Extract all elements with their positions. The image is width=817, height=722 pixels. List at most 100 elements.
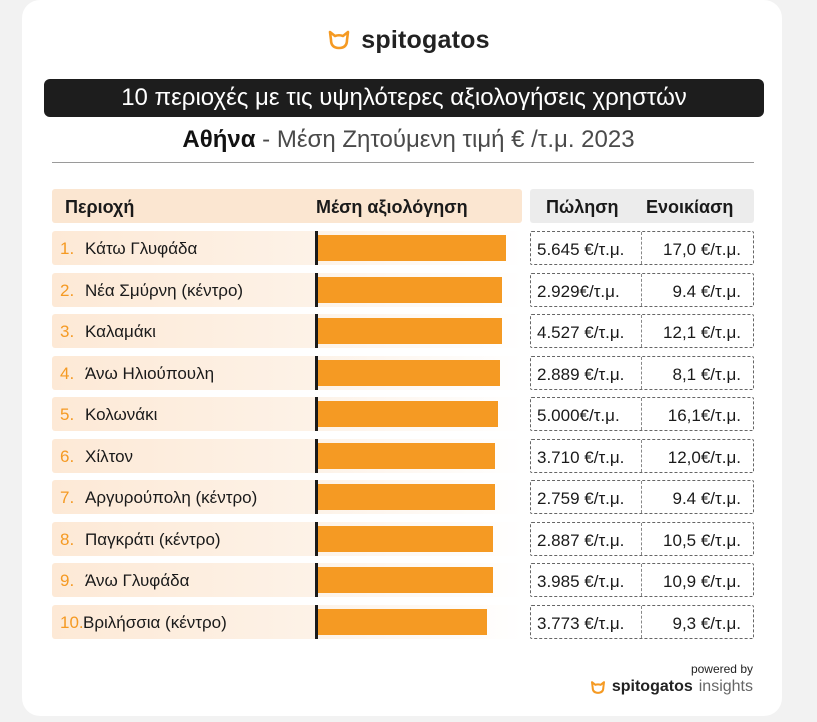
row-area-name: Χίλτον (85, 447, 134, 466)
divider (52, 162, 754, 163)
rating-bar-area (315, 439, 515, 473)
row-area-name: Νέα Σμύρνη (κέντρο) (85, 281, 244, 300)
table-row: 4. Άνω Ηλιούπουλη (52, 356, 522, 390)
row-area-name: Καλαμάκι (85, 322, 156, 341)
bar-axis (315, 314, 318, 348)
footer-brand-insights: insights (698, 678, 753, 695)
sale-price: 3.710 €/τ.μ. (537, 448, 625, 467)
table-row: 8. Παγκράτι (κέντρο) (52, 522, 522, 556)
rent-price: 9,3 €/τ.μ. (672, 614, 742, 633)
price-separator (641, 606, 642, 638)
rating-bar-area (315, 522, 515, 556)
sale-price: 4.527 €/τ.μ. (537, 323, 625, 342)
row-area-name: Παγκράτι (κέντρο) (85, 530, 221, 549)
table-row: 1. Κάτω Γλυφάδα (52, 231, 522, 265)
table-header-right: Πώληση Ενοικίαση (530, 189, 754, 223)
table-row: 3. Καλαμάκι (52, 314, 522, 348)
price-separator (641, 274, 642, 306)
header-area: Περιοχή (65, 197, 135, 217)
price-row: 5.645 €/τ.μ. 17,0 €/τ.μ. (530, 231, 754, 265)
subtitle: Αθήνα - Μέση Ζητούμενη τιμή € /τ.μ. 2023 (0, 126, 817, 158)
bar-axis (315, 356, 318, 390)
table-row: 10. Βριλήσσια (κέντρο) (52, 605, 522, 639)
price-separator (641, 523, 642, 555)
sale-price: 3.773 €/τ.μ. (537, 614, 625, 633)
rating-bar-area (315, 314, 515, 348)
bar-axis (315, 563, 318, 597)
bar-axis (315, 439, 318, 473)
row-rank: 7. (60, 488, 75, 507)
header-rating: Μέση αξιολόγηση (316, 197, 468, 217)
rent-price: 17,0 €/τ.μ. (663, 240, 741, 259)
row-area-name: Βριλήσσια (κέντρο) (83, 613, 227, 632)
rating-bar (318, 526, 493, 552)
rent-price: 10,5 €/τ.μ. (663, 531, 741, 550)
table-row: 5. Κολωνάκι (52, 397, 522, 431)
rating-bar-area (315, 273, 515, 307)
rating-bar-area (315, 480, 515, 514)
price-row: 2.759 €/τ.μ. 9.4 €/τ.μ. (530, 480, 754, 514)
rating-bar (318, 277, 502, 303)
price-row: 5.000€/τ.μ. 16,1€/τ.μ. (530, 397, 754, 431)
rent-price: 9.4 €/τ.μ. (672, 282, 742, 301)
bar-axis (315, 273, 318, 307)
bar-axis (315, 231, 318, 265)
rating-bar (318, 484, 495, 510)
row-area-name: Κολωνάκι (85, 405, 158, 424)
rating-bar (318, 567, 493, 593)
price-row: 3.985 €/τ.μ. 10,9 €/τ.μ. (530, 563, 754, 597)
sale-price: 5.000€/τ.μ. (537, 406, 620, 425)
header-sale: Πώληση (546, 197, 619, 217)
bar-axis (315, 480, 318, 514)
row-rank: 2. (60, 281, 75, 300)
bar-axis (315, 605, 318, 639)
powered-by-label: powered by (690, 662, 753, 676)
brand-footer: spitogatos insights (590, 678, 753, 696)
price-separator (641, 357, 642, 389)
row-rank: 8. (60, 530, 75, 549)
row-rank: 4. (60, 364, 75, 383)
rating-bar-area (315, 605, 515, 639)
rating-bar-area (315, 231, 515, 265)
price-separator (641, 232, 642, 264)
row-area-name: Αργυρούπολη (κέντρο) (85, 488, 258, 507)
price-row: 2.889 €/τ.μ. 8,1 €/τ.μ. (530, 356, 754, 390)
sale-price: 2.929€/τ.μ. (537, 282, 620, 301)
price-row: 2.887 €/τ.μ. 10,5 €/τ.μ. (530, 522, 754, 556)
row-area-name: Άνω Γλυφάδα (85, 571, 190, 590)
rating-bar-area (315, 563, 515, 597)
bar-axis (315, 397, 318, 431)
table-row: 7. Αργυρούπολη (κέντρο) (52, 480, 522, 514)
row-area-name: Κάτω Γλυφάδα (85, 239, 198, 258)
price-row: 4.527 €/τ.μ. 12,1 €/τ.μ. (530, 314, 754, 348)
price-row: 3.710 €/τ.μ. 12,0€/τ.μ. (530, 439, 754, 473)
rent-price: 10,9 €/τ.μ. (663, 572, 741, 591)
rent-price: 8,1 €/τ.μ. (672, 365, 742, 384)
price-separator (641, 440, 642, 472)
sale-price: 2.759 €/τ.μ. (537, 489, 625, 508)
table-row: 6. Χίλτον (52, 439, 522, 473)
cat-logo-icon (328, 30, 350, 50)
row-rank: 6. (60, 447, 75, 466)
row-rank: 3. (60, 322, 75, 341)
bar-axis (315, 522, 318, 556)
sale-price: 3.985 €/τ.μ. (537, 572, 625, 591)
sale-price: 2.889 €/τ.μ. (537, 365, 625, 384)
price-row: 3.773 €/τ.μ. 9,3 €/τ.μ. (530, 605, 754, 639)
rating-bar-area (315, 397, 515, 431)
rating-bar (318, 609, 487, 635)
sale-price: 5.645 €/τ.μ. (537, 240, 625, 259)
subtitle-description: - Μέση Ζητούμενη τιμή € /τ.μ. 2023 (255, 126, 635, 153)
sale-price: 2.887 €/τ.μ. (537, 531, 625, 550)
price-separator (641, 398, 642, 430)
price-row: 2.929€/τ.μ. 9.4 €/τ.μ. (530, 273, 754, 307)
price-separator (641, 315, 642, 347)
rent-price: 12,0€/τ.μ. (667, 448, 741, 467)
row-rank: 1. (60, 239, 75, 258)
brand-header: spitogatos (0, 24, 817, 56)
cat-logo-icon (590, 680, 605, 694)
brand-name: spitogatos (361, 25, 490, 54)
rating-bar (318, 318, 502, 344)
rating-bar (318, 401, 498, 427)
rent-price: 12,1 €/τ.μ. (663, 323, 741, 342)
